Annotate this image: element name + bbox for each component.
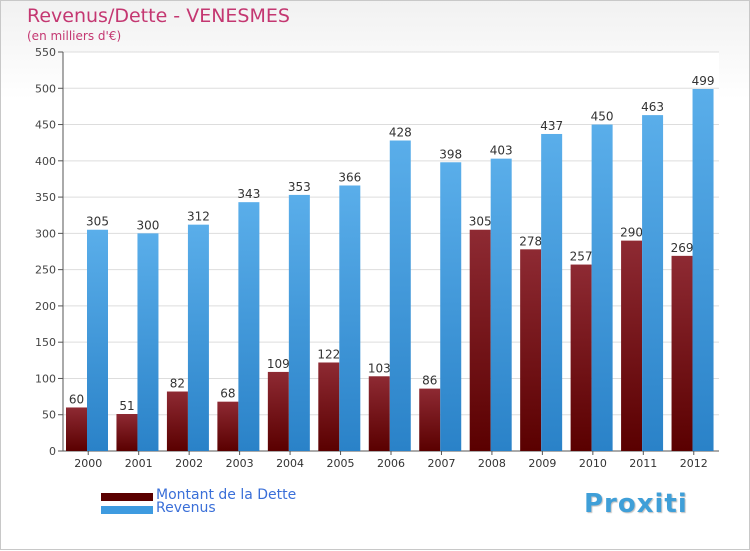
y-tick-label: 50 — [42, 409, 56, 422]
bar-revenue — [490, 158, 512, 451]
x-tick-label: 2010 — [579, 457, 607, 470]
data-label-revenue: 353 — [288, 180, 311, 194]
data-label-revenue: 305 — [86, 215, 109, 229]
bar-revenue — [187, 224, 209, 451]
x-tick-label: 2001 — [125, 457, 153, 470]
data-label-debt: 269 — [671, 241, 694, 255]
data-label-debt: 278 — [519, 234, 542, 248]
x-tick-label: 2008 — [478, 457, 506, 470]
legend-swatch-debt — [101, 493, 153, 501]
data-label-revenue: 403 — [490, 144, 513, 158]
x-tick-label: 2005 — [327, 457, 355, 470]
x-tick-label: 2007 — [427, 457, 455, 470]
y-tick-label: 550 — [35, 46, 56, 59]
data-label-debt: 103 — [368, 361, 391, 375]
x-tick-label: 2011 — [629, 457, 657, 470]
data-label-debt: 305 — [469, 215, 492, 229]
bar-debt — [318, 362, 340, 451]
data-label-revenue: 300 — [137, 218, 160, 232]
y-tick-label: 500 — [35, 82, 56, 95]
data-label-debt: 82 — [170, 377, 185, 391]
bar-debt — [671, 255, 693, 451]
x-tick-label: 2002 — [175, 457, 203, 470]
data-label-revenue: 343 — [237, 187, 260, 201]
data-label-debt: 257 — [570, 250, 593, 264]
x-tick-label: 2000 — [74, 457, 102, 470]
y-tick-label: 200 — [35, 300, 56, 313]
bar-debt — [267, 371, 289, 451]
data-label-revenue: 499 — [692, 74, 715, 88]
legend-swatch-revenue — [101, 506, 153, 514]
y-tick-label: 300 — [35, 227, 56, 240]
y-tick-label: 100 — [35, 372, 56, 385]
bar-revenue — [541, 133, 563, 451]
data-label-revenue: 437 — [540, 119, 563, 133]
data-label-debt: 86 — [422, 374, 437, 388]
data-label-debt: 122 — [317, 347, 340, 361]
x-tick-label: 2009 — [528, 457, 556, 470]
y-tick-label: 250 — [35, 264, 56, 277]
data-label-revenue: 450 — [591, 110, 614, 124]
bar-revenue — [137, 233, 159, 451]
bar-debt — [368, 376, 390, 451]
data-label-revenue: 398 — [439, 147, 462, 161]
data-label-debt: 68 — [220, 387, 235, 401]
chart-title: Revenus/Dette - VENESMES — [27, 5, 290, 27]
data-label-debt: 290 — [620, 226, 643, 240]
bar-revenue — [389, 140, 411, 452]
x-tick-label: 2006 — [377, 457, 405, 470]
bar-debt — [166, 391, 188, 451]
bar-debt — [66, 407, 87, 451]
y-tick-label: 400 — [35, 155, 56, 168]
bar-revenue — [238, 202, 260, 451]
data-label-revenue: 428 — [389, 126, 412, 140]
data-label-revenue: 312 — [187, 210, 210, 224]
bar-debt — [217, 401, 239, 451]
y-tick-label: 0 — [49, 445, 56, 458]
bar-debt — [520, 249, 542, 451]
bar-revenue — [87, 229, 108, 451]
bar-revenue — [288, 194, 310, 451]
bar-revenue — [440, 162, 462, 451]
bar-debt — [570, 264, 592, 451]
y-tick-label: 450 — [35, 119, 56, 132]
y-tick-label: 150 — [35, 336, 56, 349]
bar-revenue — [692, 88, 714, 452]
data-label-revenue: 366 — [338, 170, 361, 184]
bar-revenue — [642, 115, 664, 451]
chart-subtitle: (en milliers d'€) — [27, 29, 122, 43]
legend-label-revenue: Revenus — [156, 500, 216, 516]
bar-debt — [621, 240, 643, 451]
x-tick-label: 2004 — [276, 457, 304, 470]
bar-revenue — [591, 124, 613, 451]
data-label-debt: 51 — [119, 399, 134, 413]
legend-label-debt: Montant de la Dette — [156, 487, 297, 503]
data-label-debt: 60 — [69, 392, 84, 406]
bar-debt — [469, 229, 491, 451]
data-label-revenue: 463 — [641, 100, 664, 114]
proxiti-logo: Proxiti — [584, 489, 688, 519]
bar-debt — [419, 388, 441, 451]
x-tick-label: 2012 — [680, 457, 708, 470]
y-tick-label: 350 — [35, 191, 56, 204]
bar-revenue — [339, 185, 361, 451]
data-label-debt: 109 — [267, 357, 290, 371]
x-tick-label: 2003 — [226, 457, 254, 470]
bar-debt — [116, 414, 138, 451]
